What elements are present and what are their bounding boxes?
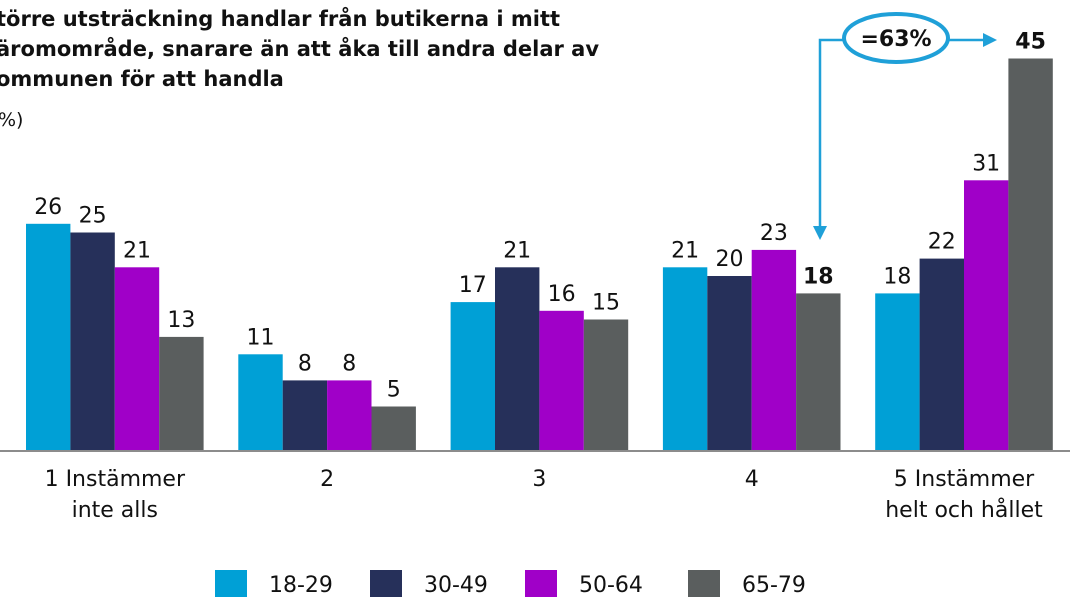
chart-subtitle: %) bbox=[0, 109, 23, 131]
bar bbox=[875, 293, 920, 450]
legend-swatch bbox=[525, 570, 557, 597]
legend-label: 50-64 bbox=[579, 573, 643, 598]
legend-swatch bbox=[370, 570, 402, 597]
bar bbox=[238, 354, 283, 450]
value-label: 25 bbox=[79, 204, 107, 229]
value-label: 16 bbox=[548, 282, 576, 307]
bar bbox=[919, 258, 964, 450]
legend-swatch bbox=[688, 570, 720, 597]
chart-title: ommunen för att handla bbox=[0, 67, 284, 91]
value-label: 20 bbox=[716, 247, 744, 272]
value-label: 26 bbox=[34, 195, 62, 220]
legend-label: 30-49 bbox=[424, 573, 488, 598]
value-label: 22 bbox=[928, 230, 956, 255]
value-label: 21 bbox=[123, 238, 151, 263]
bar bbox=[583, 319, 629, 450]
bar bbox=[707, 276, 752, 450]
value-label: 15 bbox=[592, 291, 620, 316]
x-tick-label: 2 bbox=[320, 467, 334, 492]
bar bbox=[327, 380, 372, 450]
bar bbox=[450, 302, 495, 450]
value-label: 21 bbox=[503, 238, 531, 263]
value-label: 23 bbox=[760, 221, 788, 246]
bar bbox=[1008, 58, 1053, 450]
x-tick-label: inte alls bbox=[72, 498, 158, 523]
bar bbox=[964, 180, 1009, 451]
bar bbox=[539, 310, 584, 450]
bar bbox=[114, 267, 160, 450]
legend-swatch bbox=[215, 570, 247, 597]
annotation: =63% bbox=[813, 12, 997, 240]
legend-label: 65-79 bbox=[742, 573, 806, 598]
value-label: 5 bbox=[387, 378, 401, 403]
chart-title: törre utsträckning handlar från butikern… bbox=[0, 6, 560, 31]
x-tick-label: helt och hållet bbox=[885, 497, 1043, 523]
value-label: 21 bbox=[671, 238, 699, 263]
x-tick-label: 3 bbox=[532, 467, 546, 492]
value-label: 11 bbox=[247, 325, 275, 350]
x-tick-label: 4 bbox=[745, 467, 759, 492]
bar bbox=[662, 267, 708, 450]
annotation-text: =63% bbox=[860, 27, 931, 52]
legend-label: 18-29 bbox=[269, 573, 333, 598]
x-tick-label: 1 Instämmer bbox=[45, 467, 186, 492]
value-label: 31 bbox=[972, 151, 1000, 176]
value-label: 45 bbox=[1015, 30, 1046, 55]
annotation-ellipse bbox=[842, 12, 950, 64]
bar bbox=[495, 267, 540, 450]
value-label: 18 bbox=[883, 264, 911, 289]
bar bbox=[26, 223, 71, 450]
bar bbox=[796, 293, 841, 450]
annotation-arrow bbox=[818, 38, 844, 228]
value-label: 8 bbox=[298, 351, 312, 376]
annotation-arrowhead bbox=[983, 33, 997, 47]
value-label: 18 bbox=[803, 264, 834, 289]
value-label: 8 bbox=[342, 351, 356, 376]
bar bbox=[282, 380, 328, 450]
bar bbox=[159, 336, 204, 450]
annotation-arrowhead bbox=[813, 226, 827, 240]
bar bbox=[70, 232, 115, 450]
bar bbox=[751, 249, 797, 450]
bar bbox=[371, 406, 416, 450]
value-label: 17 bbox=[459, 273, 487, 298]
x-tick-label: 5 Instämmer bbox=[894, 467, 1035, 492]
value-label: 13 bbox=[167, 308, 195, 333]
chart-title: äromområde, snarare än att åka till andr… bbox=[0, 36, 599, 61]
